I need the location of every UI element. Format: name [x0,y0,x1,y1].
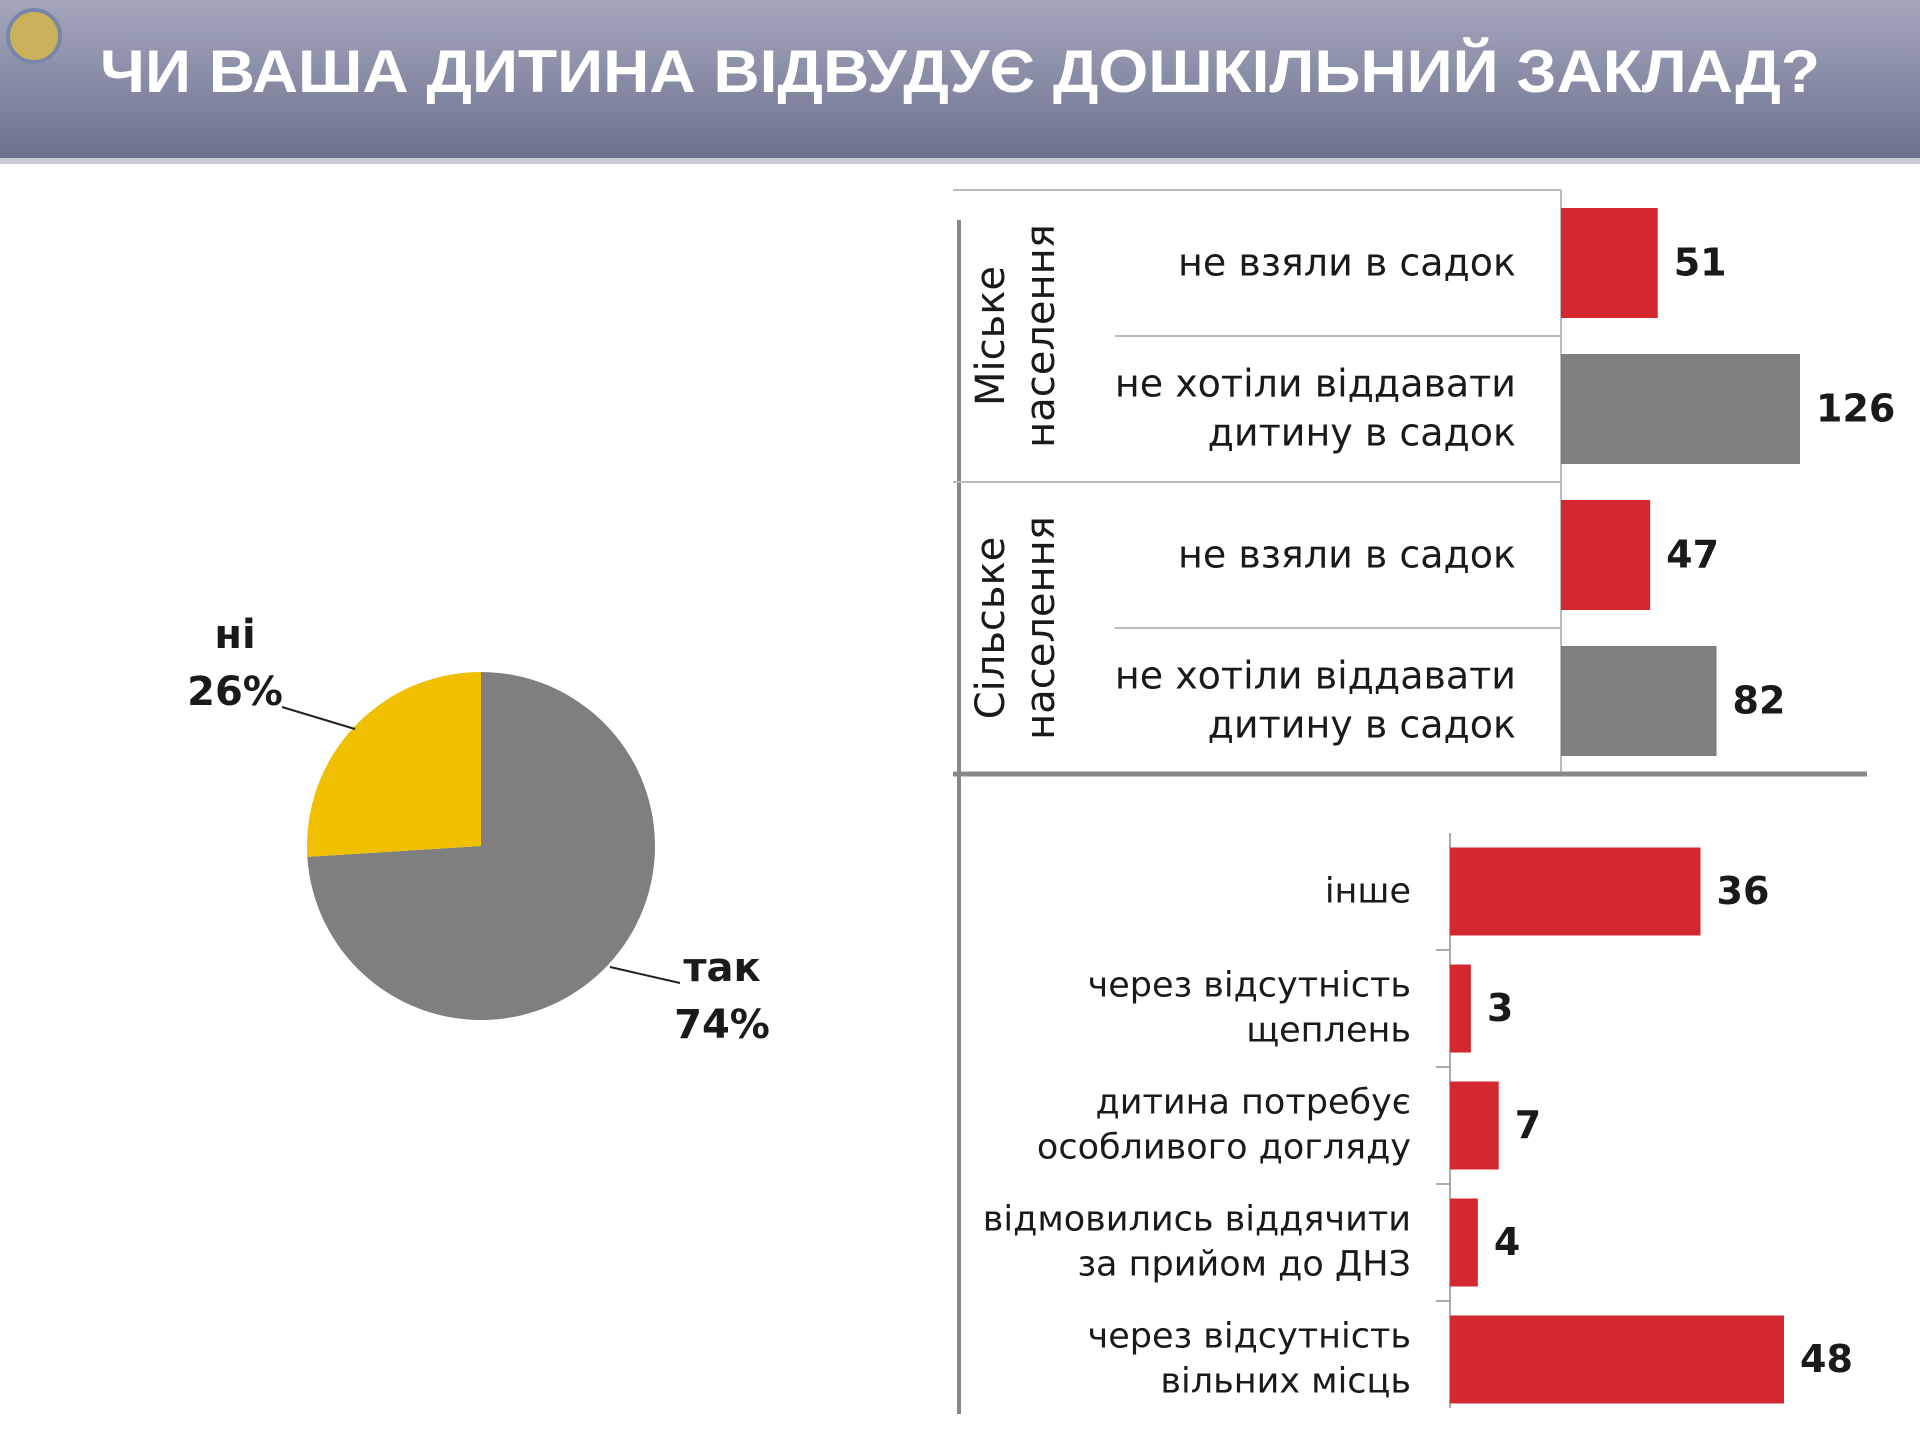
category-label: так [683,945,760,991]
leader-line [609,966,681,984]
value-label: 26% [187,669,283,715]
value-label: 3 [1487,986,1513,1030]
bar [1561,208,1658,318]
group-label: Сільське населення [968,516,1064,740]
bar [1450,1315,1784,1404]
category-label: не хотіли віддавати дитину в садок [1114,653,1516,747]
value-label: 74% [674,1002,770,1048]
pie-slice [307,671,481,857]
logo [6,8,62,64]
value-label: 48 [1800,1337,1853,1381]
bar [1450,1198,1478,1287]
bar [1450,1081,1499,1170]
bar [1561,354,1800,464]
value-label: 36 [1717,869,1770,913]
category-label: не хотіли віддавати дитину в садок [1114,361,1516,455]
category-label: не взяли в садок [1178,240,1516,285]
value-label: 4 [1494,1220,1520,1264]
value-label: 47 [1666,533,1719,577]
category-label: інше [1324,870,1411,911]
value-label: 82 [1733,679,1786,723]
bar [1561,646,1717,756]
category-label: через відсутність вільних місць [1087,1316,1411,1402]
group-label: Міське населення [968,224,1064,448]
category-label: відмовились віддячити за прийом до ДНЗ [982,1199,1411,1285]
bar [1450,964,1471,1053]
value-label: 126 [1816,387,1895,431]
bar [1450,847,1701,936]
header-band [0,0,1920,158]
bar [1561,500,1651,610]
category-label: не взяли в садок [1178,532,1516,577]
slide-title: ЧИ ВАША ДИТИНА ВІДВУДУЄ ДОШКІЛЬНИЙ ЗАКЛА… [100,38,1820,105]
header-shadow [0,158,1920,164]
value-label: 51 [1674,241,1727,285]
category-label: через відсутність щеплень [1087,965,1411,1051]
leader-line [281,706,356,730]
category-label: дитина потребує особливого догляду [1036,1082,1411,1168]
value-label: 7 [1515,1103,1541,1147]
pie-slice [307,671,656,1020]
category-label: ні [214,612,255,658]
